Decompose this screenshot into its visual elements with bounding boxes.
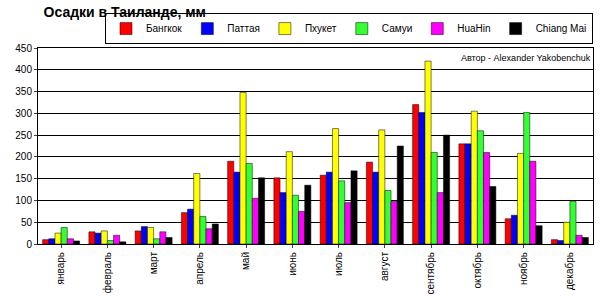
svg-text:450: 450: [15, 43, 32, 54]
svg-text:350: 350: [15, 86, 32, 97]
svg-text:HuaHin: HuaHin: [457, 23, 490, 34]
svg-text:Осадки в Таиланде, мм: Осадки в Таиланде, мм: [44, 4, 206, 20]
svg-text:Самуи: Самуи: [382, 23, 412, 34]
svg-text:апрель: апрель: [194, 252, 205, 285]
svg-text:0: 0: [26, 239, 32, 250]
svg-text:сентябрь: сентябрь: [425, 252, 436, 295]
svg-text:150: 150: [15, 173, 32, 184]
svg-text:февраль: февраль: [102, 252, 113, 293]
svg-text:декабрь: декабрь: [564, 252, 575, 290]
svg-text:200: 200: [15, 151, 32, 162]
svg-text:январь: январь: [55, 252, 66, 284]
svg-text:май: май: [240, 252, 251, 270]
svg-text:300: 300: [15, 108, 32, 119]
svg-text:август: август: [379, 252, 390, 281]
svg-text:Пхукет: Пхукет: [305, 23, 337, 34]
svg-text:июль: июль: [333, 252, 344, 276]
svg-text:ноябрь: ноябрь: [518, 252, 529, 285]
svg-text:250: 250: [15, 130, 32, 141]
svg-text:июнь: июнь: [287, 252, 298, 276]
svg-text:400: 400: [15, 64, 32, 75]
svg-text:Паттая: Паттая: [227, 23, 260, 34]
svg-text:100: 100: [15, 195, 32, 206]
svg-text:50: 50: [21, 217, 33, 228]
svg-text:Бангкок: Бангкок: [146, 23, 182, 34]
svg-text:март: март: [148, 252, 159, 275]
svg-text:Автор - Alexander Yakobenchuk: Автор - Alexander Yakobenchuk: [461, 53, 591, 63]
svg-text:Chiang Mai: Chiang Mai: [536, 23, 587, 34]
svg-text:октябрь: октябрь: [472, 252, 483, 289]
